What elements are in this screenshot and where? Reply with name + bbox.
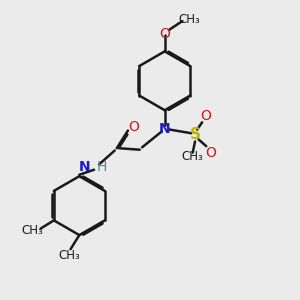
Text: O: O bbox=[200, 109, 211, 123]
Text: O: O bbox=[128, 120, 139, 134]
Text: CH₃: CH₃ bbox=[58, 249, 80, 262]
Text: N: N bbox=[79, 160, 90, 174]
Text: N: N bbox=[159, 122, 170, 136]
Text: O: O bbox=[159, 27, 170, 41]
Text: O: O bbox=[205, 146, 216, 160]
Text: CH₃: CH₃ bbox=[182, 150, 204, 163]
Text: H: H bbox=[97, 160, 107, 174]
Text: CH₃: CH₃ bbox=[22, 224, 44, 237]
Text: S: S bbox=[190, 128, 201, 142]
Text: CH₃: CH₃ bbox=[178, 13, 200, 26]
